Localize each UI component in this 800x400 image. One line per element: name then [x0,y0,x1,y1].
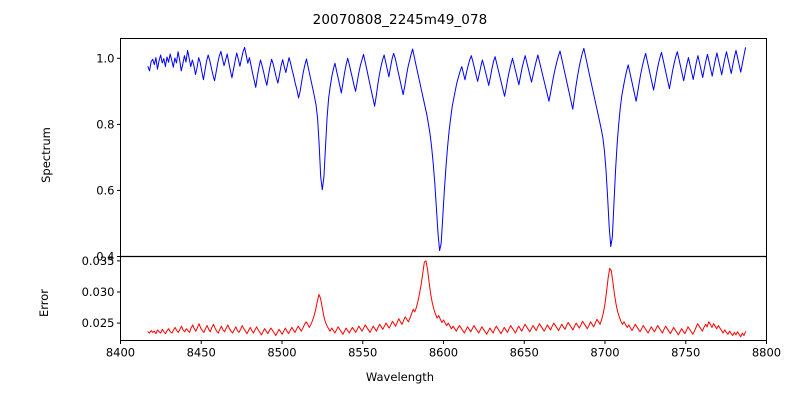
xtick-label: 8700 [590,346,619,360]
ytick-label-spectrum: 0.6 [96,183,114,197]
x-axis-label: Wavelength [365,370,435,384]
xtick-label: 8600 [429,346,458,360]
xtick-label: 8650 [510,346,539,360]
ytick-label-spectrum: 1.0 [96,51,114,65]
ytick-label-spectrum: 0.4 [96,250,114,264]
xtick-label: 8450 [187,346,216,360]
axes-frame-error [120,256,767,341]
ytick-label-error: 0.035 [82,254,115,268]
series-line-error [147,260,746,338]
xtick-label: 8550 [348,346,377,360]
ytick-label-error: 0.025 [82,316,115,330]
ytick-label-spectrum: 0.8 [96,117,114,131]
xtick-label: 8500 [267,346,296,360]
xtick-label: 8750 [671,346,700,360]
xtick-label: 8400 [106,346,135,360]
figure-title: 20070808_2245m49_078 [312,12,488,28]
xtick-label: 8800 [752,346,781,360]
series-line-spectrum [147,46,746,252]
axes-frame-spectrum [120,38,767,257]
ytick-label-error: 0.030 [82,285,115,299]
